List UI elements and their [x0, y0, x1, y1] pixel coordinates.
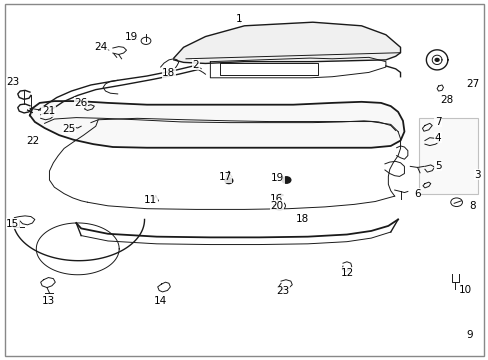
Text: 18: 18: [295, 214, 308, 224]
Text: 4: 4: [434, 133, 441, 143]
Text: 16: 16: [269, 194, 283, 204]
Text: 19: 19: [270, 173, 284, 183]
Text: 24: 24: [94, 42, 107, 51]
Text: 23: 23: [275, 286, 288, 296]
Text: 3: 3: [473, 170, 480, 180]
Text: 12: 12: [341, 267, 354, 278]
Text: 17: 17: [218, 172, 231, 182]
Bar: [418, 118, 477, 194]
Text: 11: 11: [144, 195, 157, 205]
Text: 28: 28: [439, 95, 452, 105]
Text: 18: 18: [162, 68, 175, 78]
Text: 26: 26: [74, 98, 87, 108]
Polygon shape: [173, 22, 400, 63]
Text: 9: 9: [466, 330, 472, 340]
Text: 27: 27: [465, 79, 478, 89]
Text: 21: 21: [42, 106, 55, 116]
Text: 10: 10: [457, 285, 470, 296]
Text: 1: 1: [236, 14, 243, 24]
Text: 25: 25: [62, 124, 76, 134]
Text: 19: 19: [124, 32, 138, 42]
Circle shape: [434, 58, 438, 61]
Text: 23: 23: [6, 77, 20, 87]
Text: 13: 13: [42, 296, 55, 306]
Text: 14: 14: [154, 296, 167, 306]
Text: 22: 22: [26, 136, 39, 146]
Text: 6: 6: [413, 189, 420, 199]
Circle shape: [282, 177, 290, 183]
Circle shape: [224, 178, 232, 184]
Text: 20: 20: [269, 201, 283, 211]
Text: 2: 2: [192, 59, 199, 69]
Text: 8: 8: [468, 201, 475, 211]
Text: 15: 15: [6, 219, 20, 229]
Text: 7: 7: [434, 117, 441, 127]
Text: 5: 5: [434, 161, 441, 171]
Polygon shape: [30, 101, 404, 148]
